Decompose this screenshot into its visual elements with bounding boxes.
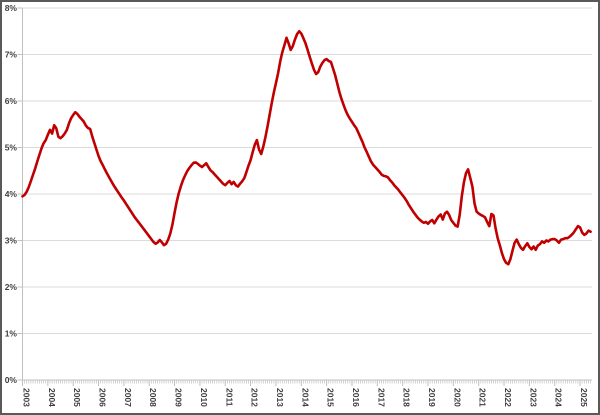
x-axis-year-label: 2006 [98,388,108,407]
x-axis-year-label: 2010 [199,388,209,407]
x-axis-year-label: 2003 [22,388,32,407]
x-axis-year-label: 2007 [123,388,133,407]
x-axis-year-label: 2015 [326,388,336,407]
y-axis-label: 7% [5,50,18,60]
x-axis-year-label: 2013 [275,388,285,407]
data-line-series [21,30,592,266]
y-axis-label: 4% [5,189,18,199]
y-axis-label: 1% [5,329,18,339]
x-axis-year-label: 2023 [528,388,538,407]
x-axis-year-label: 2018 [402,388,412,407]
x-axis-year-label: 2021 [478,388,488,407]
y-axis-label: 0% [5,375,18,385]
y-axis-label: 8% [5,3,18,13]
y-axis-label: 5% [5,143,18,153]
x-axis-year-label: 2012 [250,388,260,407]
x-axis-year-label: 2017 [376,388,386,407]
y-axis-label: 3% [5,236,18,246]
x-axis-year-label: 2024 [554,388,564,407]
x-axis-year-label: 2005 [72,388,82,407]
x-axis-year-label: 2016 [351,388,361,407]
x-axis-year-label: 2019 [427,388,437,407]
x-axis-year-label: 2011 [224,388,234,407]
x-axis-year-label: 2009 [174,388,184,407]
x-axis-year-label: 2014 [300,388,310,407]
x-axis-year-label: 2008 [148,388,158,407]
x-axis-year-label: 2025 [579,388,589,407]
x-axis-year-label: 2004 [47,388,57,407]
y-axis-label: 6% [5,96,18,106]
x-axis-year-label: 2022 [503,388,513,407]
y-axis-label: 2% [5,282,18,292]
x-axis-year-label: 2020 [452,388,462,407]
